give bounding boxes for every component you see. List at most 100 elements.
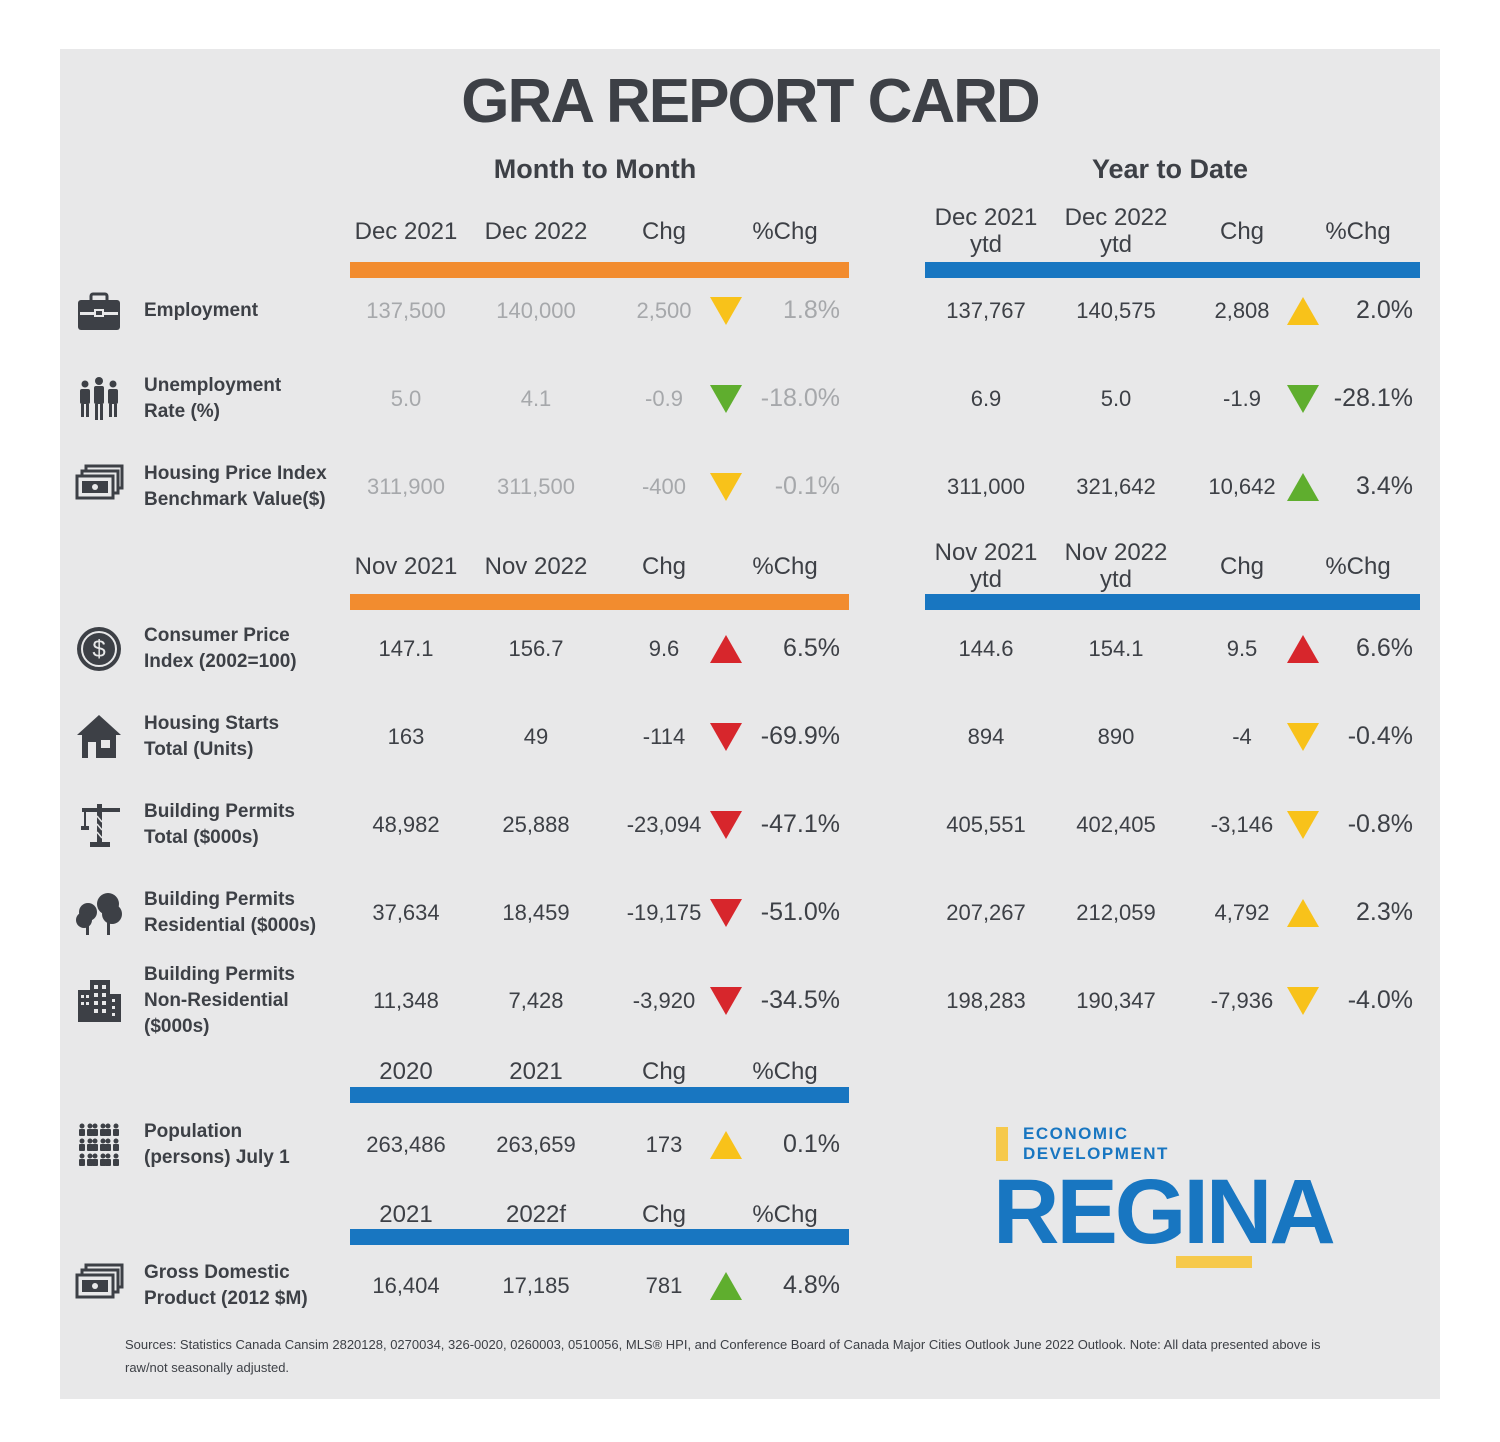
ytd-value-2: 2,808 (1214, 298, 1270, 323)
mm-value-2: -19,175 (626, 900, 702, 925)
row-label: Employment (144, 300, 259, 321)
arrow-down-red-icon (710, 811, 742, 839)
mm-value-1: 7,428 (508, 988, 564, 1013)
ytd-value-1: 190,347 (1076, 988, 1156, 1013)
blue-divider-gdp (350, 1229, 849, 1245)
arrow-down-yellow-icon (1287, 723, 1319, 751)
ytd-value-2: 4,792 (1214, 900, 1270, 925)
header-gdp-3: %Chg (752, 1201, 818, 1228)
mm-pct-change: -18.0% (760, 384, 840, 412)
logo-line-development: DEVELOPMENT (1023, 1144, 1169, 1163)
page-title: GRA REPORT CARD (461, 67, 1040, 136)
arrow-down-red-icon (710, 987, 742, 1015)
header-ytd1-0: Dec 2021 ytd (934, 204, 1038, 258)
ytd-value-1: 402,405 (1076, 812, 1156, 837)
header-mm2-1: Nov 2022 (484, 553, 588, 580)
ytd-pct-change: -0.8% (1347, 810, 1413, 838)
arrow-down-red-icon (710, 899, 742, 927)
mm-value-0: 48,982 (372, 812, 440, 837)
mm-value-0: 263,486 (366, 1132, 446, 1157)
ytd-value-2: 10,642 (1208, 474, 1276, 499)
briefcase-icon (78, 292, 120, 330)
orange-divider-2 (350, 594, 849, 610)
ytd-pct-change: 6.6% (1356, 634, 1413, 662)
ytd-pct-change: 2.0% (1356, 296, 1413, 324)
header-ytd2-2: Chg (1219, 553, 1265, 580)
ytd-value-2: -4 (1232, 724, 1252, 749)
arrow-down-yellow-icon (710, 297, 742, 325)
buildings-icon (78, 980, 121, 1022)
mm-value-0: 37,634 (372, 900, 440, 925)
logo-text: ECONOMIC DEVELOPMENT (1023, 1124, 1169, 1164)
mm-pct-change: -51.0% (760, 898, 840, 926)
header-mm1-3: %Chg (752, 218, 818, 245)
mm-value-1: 18,459 (502, 900, 570, 925)
ytd-pct-change: 3.4% (1356, 472, 1413, 500)
ytd-value-2: 9.5 (1226, 636, 1258, 661)
arrow-down-yellow-icon (710, 473, 742, 501)
arrow-down-yellow-icon (1287, 987, 1319, 1015)
ytd-value-2: -3,146 (1210, 812, 1274, 837)
sources-note: Sources: Statistics Canada Cansim 282012… (125, 1337, 1321, 1375)
arrow-up-green-icon (710, 1272, 742, 1300)
header-ytd2-1: Nov 2022 ytd (1064, 539, 1168, 593)
arrow-down-green-icon (710, 385, 742, 413)
arrow-up-red-icon (1287, 635, 1319, 663)
ytd-value-2: -1.9 (1223, 386, 1261, 411)
header-mm1-1: Dec 2022 (484, 218, 588, 245)
arrow-down-green-icon (1287, 385, 1319, 413)
mm-pct-change: -69.9% (760, 722, 840, 750)
header-gdp-1: 2022f (505, 1201, 567, 1228)
crane-icon (81, 804, 120, 847)
mm-value-2: -3,920 (632, 988, 696, 1013)
people-icon (80, 377, 118, 420)
arrow-down-red-icon (710, 723, 742, 751)
money-stack-icon (75, 1263, 124, 1299)
arrow-down-yellow-icon (1287, 811, 1319, 839)
mm-pct-change: -47.1% (760, 810, 840, 838)
logo-underline (1176, 1256, 1252, 1268)
money-stack-icon (75, 464, 124, 500)
arrow-up-yellow-icon (1287, 899, 1319, 927)
svg-text:$: $ (92, 636, 105, 663)
arrow-up-yellow-icon (710, 1131, 742, 1159)
ytd-value-1: 5.0 (1100, 386, 1132, 411)
blue-divider-1 (925, 262, 1420, 278)
mm-value-2: 781 (645, 1273, 683, 1298)
ytd-value-1: 140,575 (1076, 298, 1156, 323)
mm-value-0: 137,500 (366, 298, 446, 323)
ytd-pct-change: -0.4% (1347, 722, 1413, 750)
arrow-up-red-icon (710, 635, 742, 663)
header-gdp-0: 2021 (379, 1201, 433, 1228)
mm-pct-change: -0.1% (774, 472, 840, 500)
row-label: Consumer Price Index (2002=100) (144, 625, 297, 672)
ytd-value-0: 207,267 (946, 900, 1026, 925)
row-label: Housing Price Index Benchmark Value($) (144, 463, 327, 510)
header-ytd1-2: Chg (1219, 218, 1265, 245)
ytd-pct-change: -28.1% (1333, 384, 1413, 412)
header-mm2-3: %Chg (752, 553, 818, 580)
ytd-value-1: 890 (1097, 724, 1135, 749)
ytd-value-0: 6.9 (970, 386, 1002, 411)
mm-value-0: 5.0 (390, 386, 422, 411)
mm-value-2: 173 (645, 1132, 683, 1157)
mm-value-2: 9.6 (648, 636, 680, 661)
header-pop-1: 2021 (509, 1058, 563, 1085)
row-label: Housing Starts Total (Units) (144, 713, 280, 760)
orange-divider-1 (350, 262, 849, 278)
mm-value-0: 147.1 (378, 636, 434, 661)
mm-pct-change: -34.5% (760, 986, 840, 1014)
mm-value-2: -0.9 (645, 386, 683, 411)
section-month-to-month: Month to Month (493, 154, 697, 184)
ytd-value-2: -7,936 (1210, 988, 1274, 1013)
row-label: Unemployment Rate (%) (144, 375, 282, 422)
house-icon (77, 715, 121, 758)
ytd-value-0: 198,283 (946, 988, 1026, 1013)
mm-value-2: -114 (642, 724, 686, 749)
ytd-value-0: 311,000 (947, 474, 1025, 499)
ytd-pct-change: -4.0% (1347, 986, 1413, 1014)
mm-pct-change: 0.1% (783, 1130, 840, 1158)
mm-value-2: -400 (641, 474, 687, 499)
mm-pct-change: 6.5% (783, 634, 840, 662)
trees-icon (76, 893, 122, 935)
